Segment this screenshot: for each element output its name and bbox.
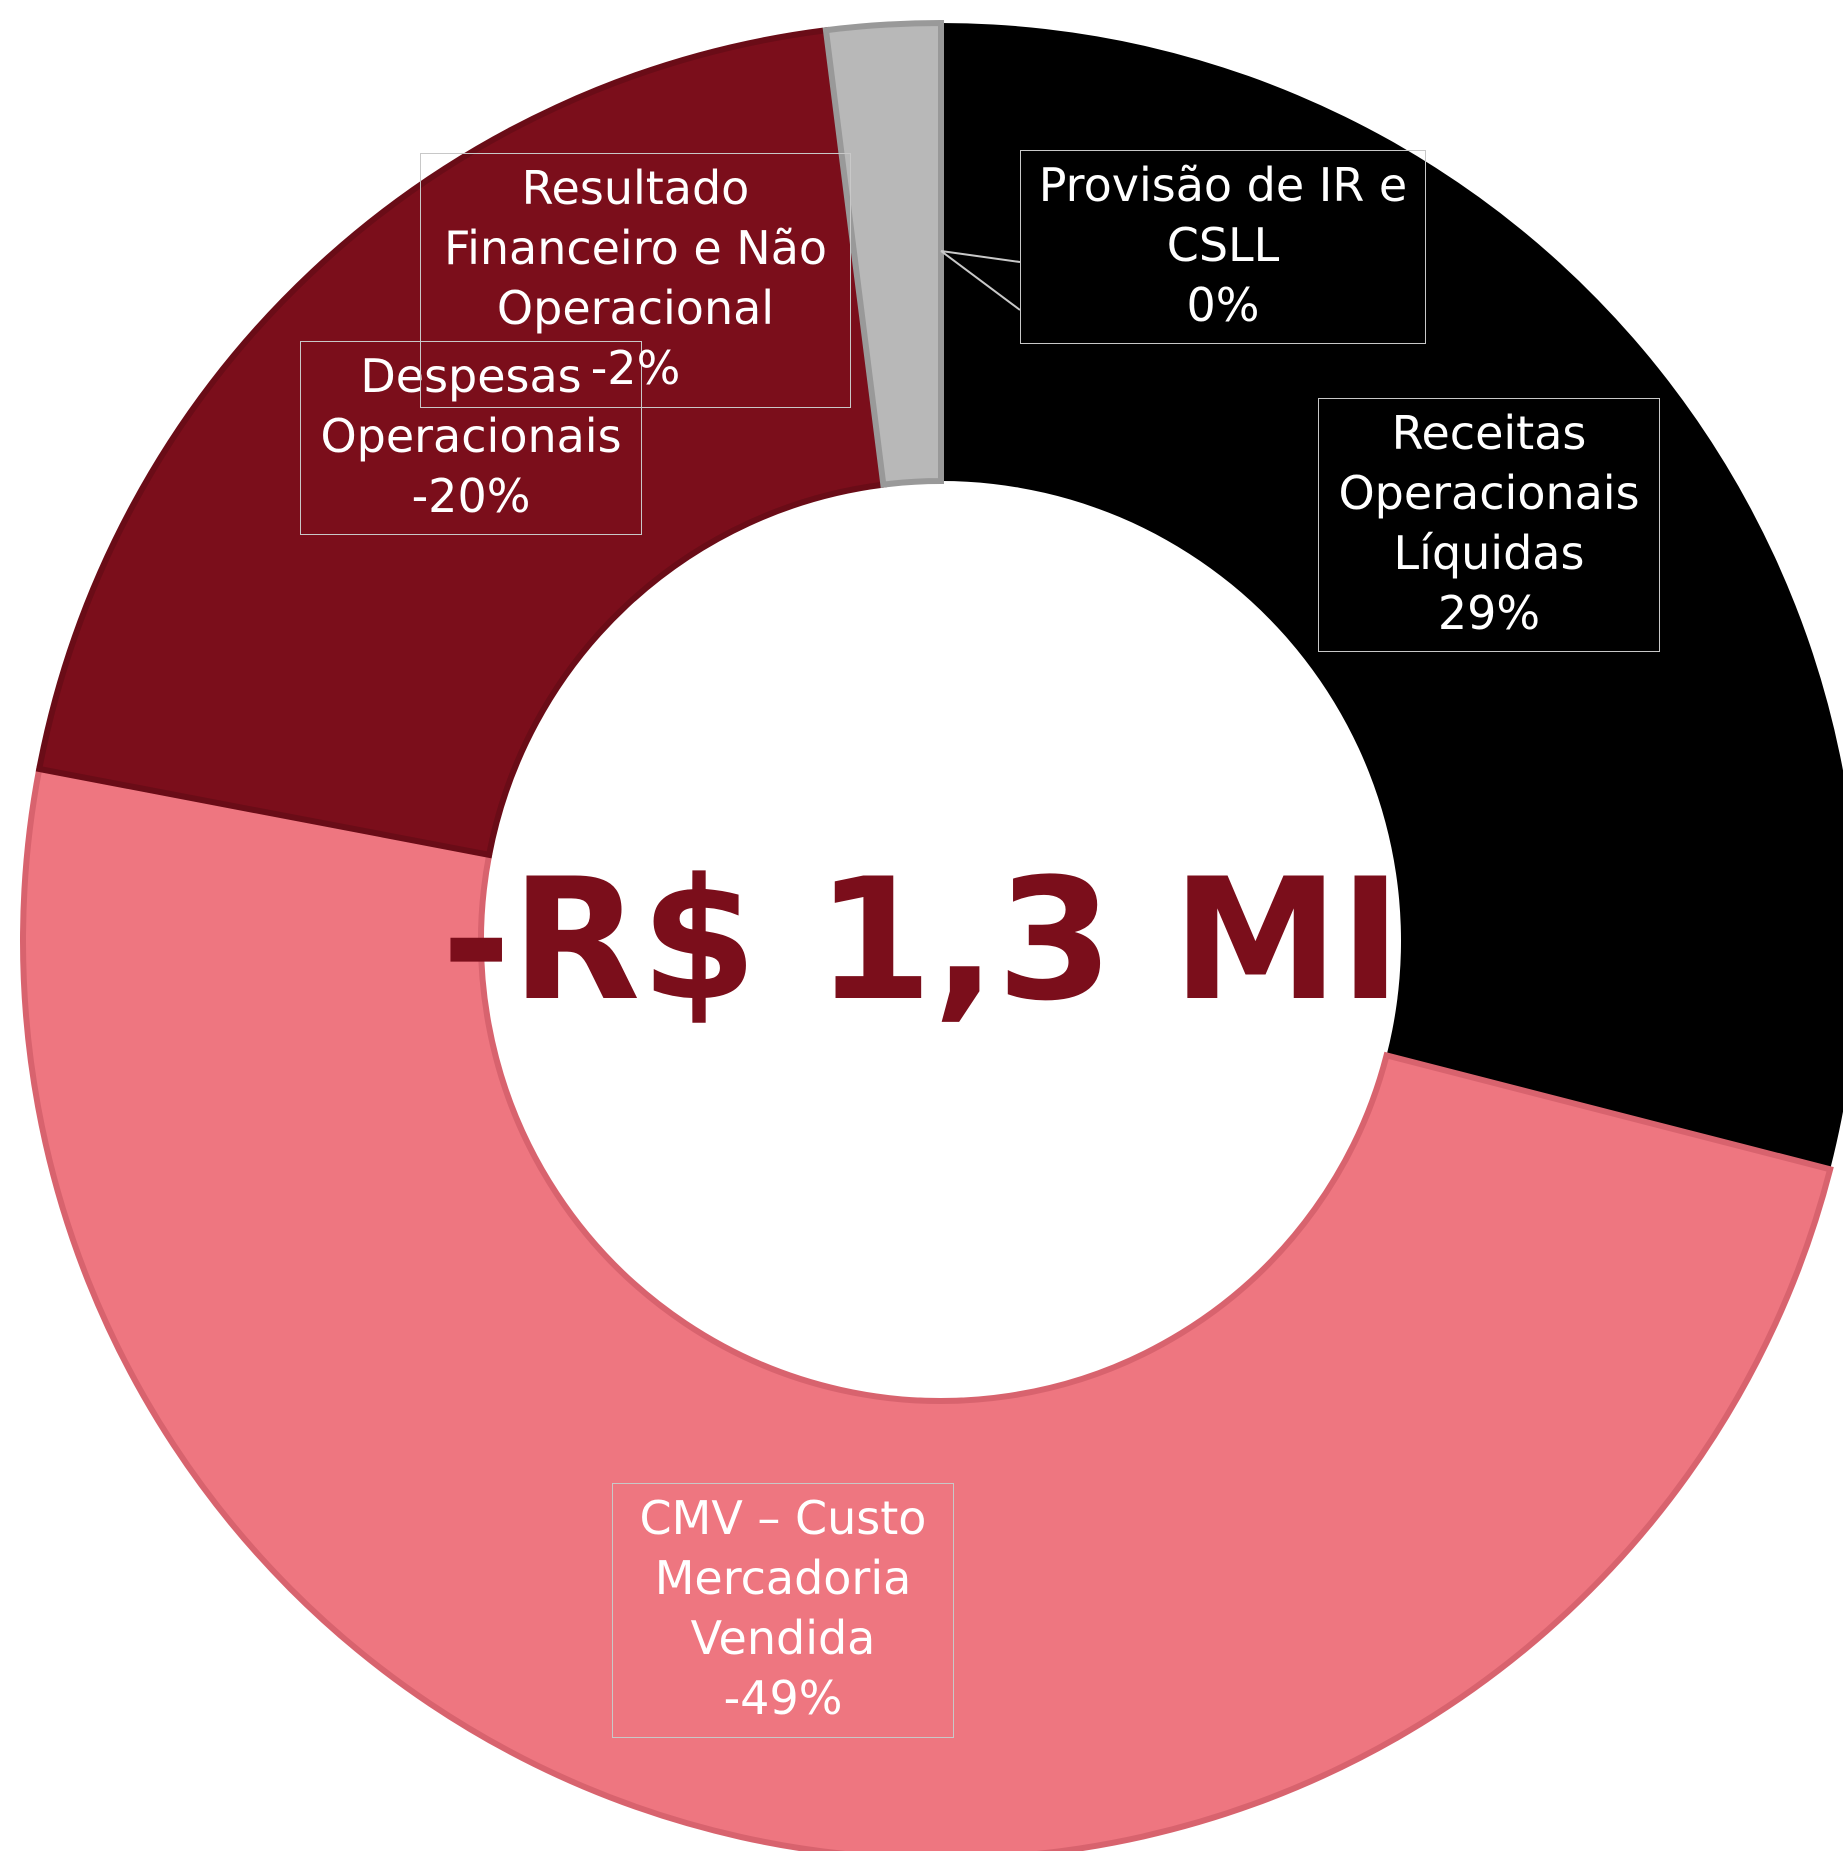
label-name: Receitas Operacionais Líquidas bbox=[1338, 406, 1640, 580]
label-name: Resultado Financeiro e Não Operacional bbox=[443, 161, 828, 335]
data-label: Receitas Operacionais Líquidas 29% bbox=[1318, 398, 1660, 652]
data-label: Provisão de IR e CSLL 0% bbox=[1020, 150, 1426, 344]
data-label: Resultado Financeiro e Não Operacional -2… bbox=[420, 153, 851, 408]
data-label: CMV – Custo Mercadoria Vendida -49% bbox=[612, 1483, 954, 1738]
center-label: -R$ 1,3 MI bbox=[441, 842, 1402, 1038]
label-value: 0% bbox=[1186, 278, 1260, 332]
label-name: Despesas Operacionais bbox=[320, 349, 622, 463]
leader-line bbox=[940, 250, 1021, 311]
label-value: -2% bbox=[590, 341, 681, 395]
label-value: 29% bbox=[1437, 586, 1541, 640]
donut-segment bbox=[35, 26, 887, 859]
donut-segment bbox=[20, 765, 1834, 1851]
data-label: Despesas Operacionais -20% bbox=[300, 341, 642, 535]
label-value: -20% bbox=[411, 469, 531, 523]
label-name: Provisão de IR e CSLL bbox=[1038, 158, 1408, 272]
donut-segment bbox=[941, 23, 1843, 1170]
leader-line bbox=[940, 250, 1021, 263]
label-name: CMV – Custo Mercadoria Vendida bbox=[639, 1491, 927, 1665]
label-value: -49% bbox=[723, 1671, 843, 1725]
